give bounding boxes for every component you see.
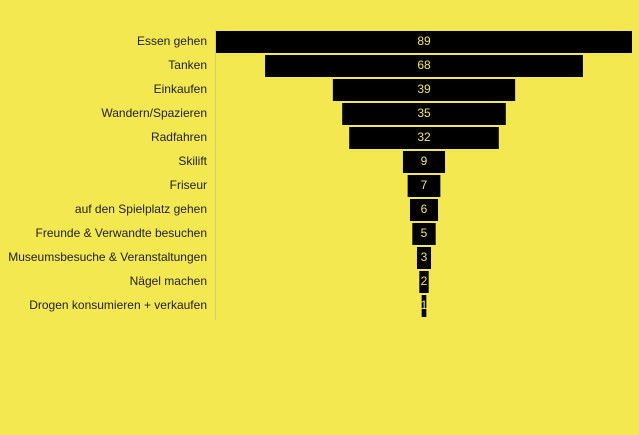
value-label: 7 [421,178,428,192]
bar [407,175,441,197]
value-label: 6 [421,202,428,216]
value-label: 39 [417,82,431,96]
category-label: Friseur [170,178,207,192]
category-label: Essen gehen [137,34,207,48]
bar [265,55,583,77]
category-label: Museumsbesuche & Veranstaltungen [8,250,207,264]
value-label: 3 [421,250,428,264]
bar [332,79,516,101]
value-label: 1 [421,298,428,312]
value-label: 68 [417,58,431,72]
value-label: 9 [421,154,428,168]
bar [416,247,432,269]
category-label: Wandern/Spazieren [101,106,207,120]
category-label: auf den Spielplatz gehen [75,202,207,216]
bar [216,31,632,53]
category-label: Skilift [178,154,207,168]
bar [421,295,427,317]
value-label: 5 [421,226,428,240]
bar [409,199,439,221]
category-label: Tanken [168,58,207,72]
bar [419,271,429,293]
value-label: 89 [417,34,431,48]
bar [402,151,446,173]
category-label: Einkaufen [154,82,207,96]
bar [349,127,499,149]
category-label: Freunde & Verwandte besuchen [36,226,207,240]
value-label: 35 [417,106,431,120]
bar [342,103,506,125]
category-label: Drogen konsumieren + verkaufen [29,298,207,312]
category-label: Radfahren [151,130,207,144]
category-label: Nägel machen [130,274,207,288]
value-label: 32 [417,130,431,144]
bar [412,223,436,245]
value-label: 2 [421,274,428,288]
